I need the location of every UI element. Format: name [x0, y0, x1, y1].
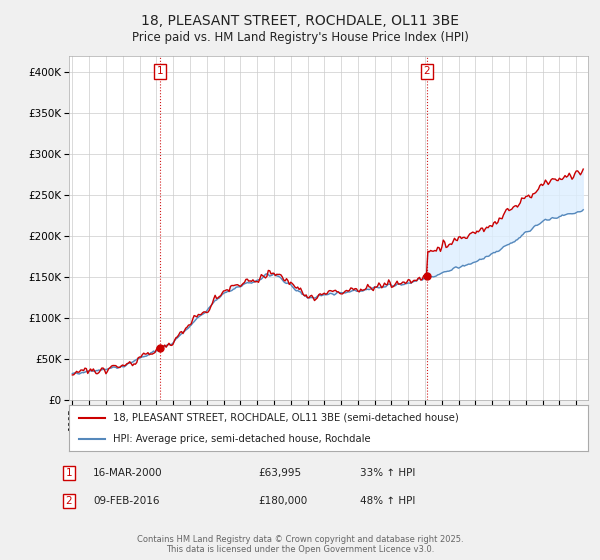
Text: 1: 1 [65, 468, 73, 478]
Text: 09-FEB-2016: 09-FEB-2016 [93, 496, 160, 506]
Text: 16-MAR-2000: 16-MAR-2000 [93, 468, 163, 478]
Text: 2: 2 [65, 496, 73, 506]
Text: £180,000: £180,000 [258, 496, 307, 506]
Text: Contains HM Land Registry data © Crown copyright and database right 2025.
This d: Contains HM Land Registry data © Crown c… [137, 535, 463, 554]
Text: Price paid vs. HM Land Registry's House Price Index (HPI): Price paid vs. HM Land Registry's House … [131, 31, 469, 44]
Text: HPI: Average price, semi-detached house, Rochdale: HPI: Average price, semi-detached house,… [113, 435, 371, 444]
Text: 2: 2 [424, 67, 430, 77]
Text: 48% ↑ HPI: 48% ↑ HPI [360, 496, 415, 506]
Text: 1: 1 [157, 67, 163, 77]
Text: 18, PLEASANT STREET, ROCHDALE, OL11 3BE (semi-detached house): 18, PLEASANT STREET, ROCHDALE, OL11 3BE … [113, 413, 459, 423]
Text: £63,995: £63,995 [258, 468, 301, 478]
Text: 18, PLEASANT STREET, ROCHDALE, OL11 3BE: 18, PLEASANT STREET, ROCHDALE, OL11 3BE [141, 14, 459, 28]
Text: 33% ↑ HPI: 33% ↑ HPI [360, 468, 415, 478]
